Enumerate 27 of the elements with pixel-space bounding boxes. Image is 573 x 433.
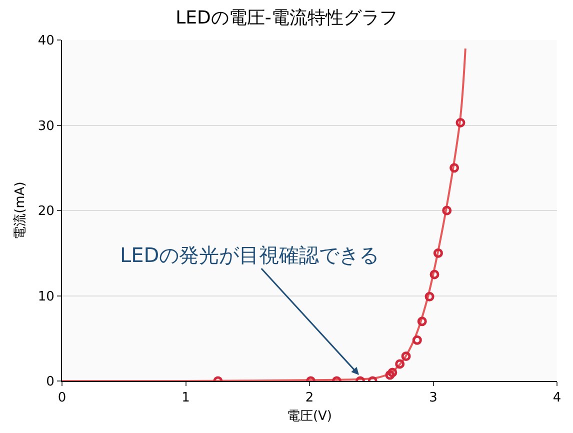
x-tick-label: 2 bbox=[305, 390, 314, 406]
y-tick-label: 0 bbox=[46, 374, 54, 390]
y-tick-label: 30 bbox=[38, 118, 54, 134]
point bbox=[412, 335, 422, 345]
annotation: LEDの発光が目視確認できる bbox=[120, 243, 380, 267]
chart-title: LEDの電圧-電流特性グラフ bbox=[176, 7, 398, 28]
point bbox=[430, 270, 440, 280]
x-tick-label: 3 bbox=[429, 390, 438, 406]
x-tick-label: 1 bbox=[182, 390, 190, 406]
x-tick-label: 4 bbox=[552, 390, 562, 406]
point bbox=[424, 292, 434, 302]
point bbox=[442, 206, 452, 216]
x-tick-label: 0 bbox=[58, 390, 66, 406]
point bbox=[395, 359, 405, 369]
y-tick-label: 10 bbox=[38, 289, 54, 304]
y-tick-label: 40 bbox=[38, 34, 54, 49]
point bbox=[456, 118, 466, 128]
point bbox=[433, 248, 443, 258]
point bbox=[385, 370, 395, 380]
point bbox=[388, 368, 398, 378]
y-axis-title: 電流(mA) bbox=[12, 182, 28, 240]
point bbox=[417, 316, 427, 326]
line-series bbox=[62, 48, 466, 381]
x-axis-title: 電圧(V) bbox=[286, 409, 332, 424]
point bbox=[401, 352, 411, 362]
point bbox=[450, 163, 460, 173]
y-tick-label: 20 bbox=[38, 204, 54, 220]
